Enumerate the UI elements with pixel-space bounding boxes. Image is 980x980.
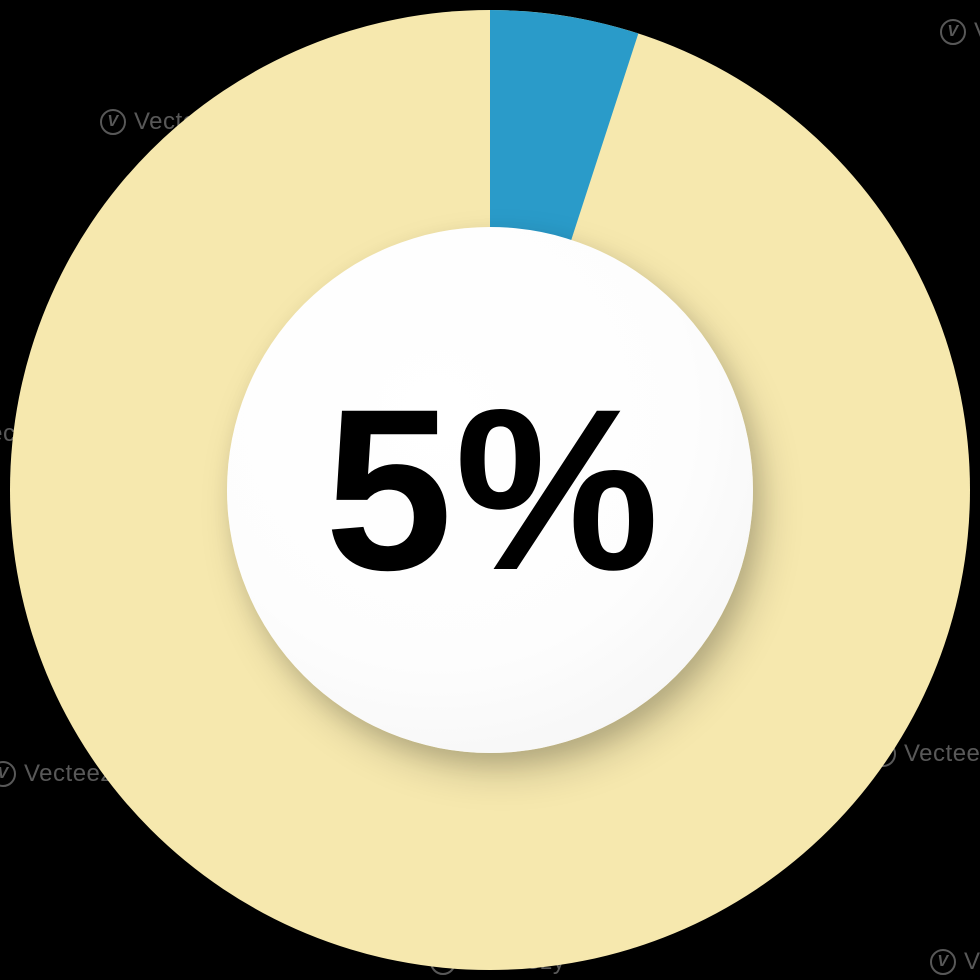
percent-number: 5: [325, 375, 449, 605]
percent-label: 5 %: [325, 375, 655, 605]
donut-chart: 5 %: [10, 10, 970, 970]
percent-symbol: %: [455, 375, 656, 605]
inner-circle: 5 %: [227, 227, 753, 753]
watermark-text: Vecteezy: [974, 18, 980, 46]
